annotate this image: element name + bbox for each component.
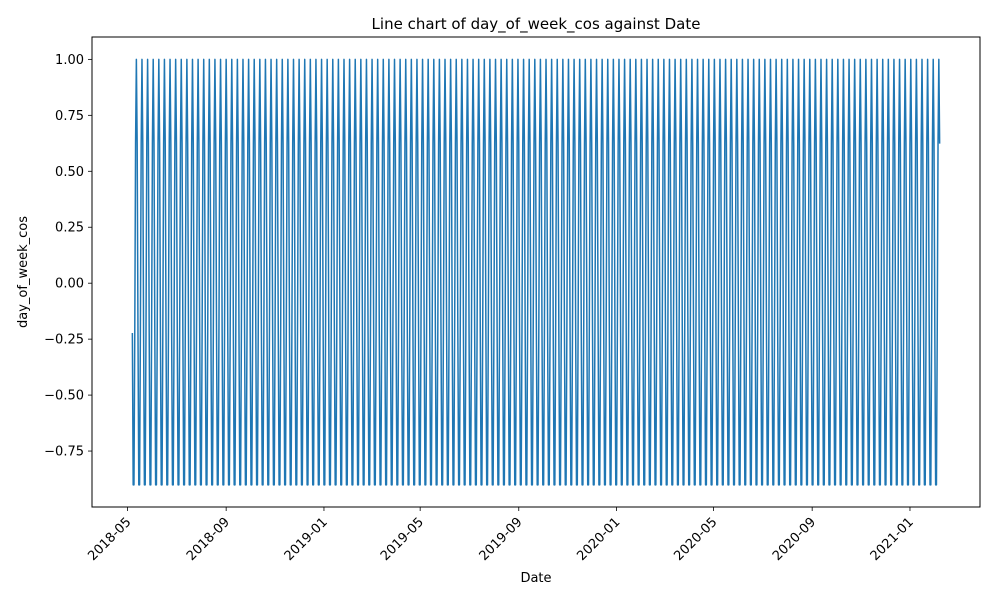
x-tick-label: 2020-05 (671, 515, 720, 564)
x-tick-label: 2019-01 (282, 515, 331, 564)
x-axis: 2018-05 2018-09 2019-01 2019-05 2019-09 2020-… (85, 507, 917, 564)
series-layer (131, 58, 941, 486)
x-tick-label: 2018-05 (85, 515, 134, 564)
x-tick-label: 2020-01 (574, 515, 623, 564)
y-tick-label: −0.75 (44, 445, 84, 460)
y-tick-label: 0.75 (55, 109, 84, 124)
y-tick-label: 0.00 (55, 277, 84, 292)
x-tick-label: 2018-09 (184, 515, 233, 564)
series-line-0 (131, 58, 941, 486)
x-tick-label: 2019-09 (477, 515, 526, 564)
y-tick-label: 0.25 (55, 221, 84, 236)
y-tick-label: −0.50 (44, 389, 84, 404)
y-tick-label: 0.50 (55, 165, 84, 180)
x-tick-label: 2019-05 (378, 515, 427, 564)
x-tick-label: 2020-09 (770, 515, 819, 564)
y-tick-label: 1.00 (55, 53, 84, 68)
y-axis-label: day_of_week_cos (16, 216, 31, 328)
x-axis-label: Date (520, 571, 551, 586)
chart-title: Line chart of day_of_week_cos against Da… (372, 15, 701, 34)
y-tick-label: −0.25 (44, 333, 84, 348)
y-axis: −0.75 −0.50 −0.25 0.00 0.25 0.50 0.75 1.00 (44, 53, 92, 460)
plot-frame (91, 36, 981, 508)
x-tick-label: 2021-01 (868, 515, 917, 564)
